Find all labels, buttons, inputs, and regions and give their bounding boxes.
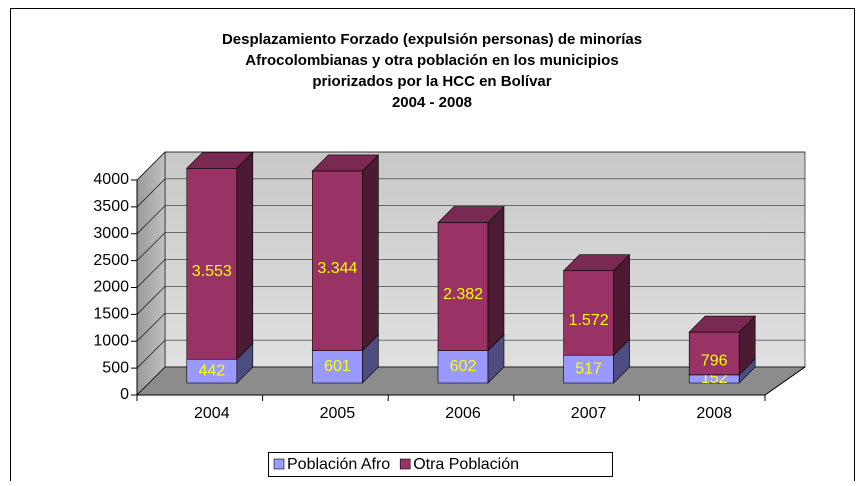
legend-swatch <box>273 458 285 470</box>
chart-title: Desplazamiento Forzado (expulsión person… <box>222 31 642 48</box>
value-label: 3.344 <box>317 260 357 277</box>
legend-label: Otra Población <box>413 456 519 473</box>
bar-top <box>437 206 505 223</box>
y-tick-label: 1500 <box>93 306 129 323</box>
legend-label: Población Afro <box>287 456 390 473</box>
chart-title: Afrocolombianas y otra población en los … <box>245 52 618 69</box>
bar-side <box>236 151 254 360</box>
bar <box>312 170 363 351</box>
y-tick-label: 3000 <box>93 225 129 242</box>
bar <box>312 350 363 384</box>
x-tick-label: 2007 <box>571 405 607 422</box>
y-tick-label: 1000 <box>93 332 129 349</box>
y-tick-label: 3500 <box>93 198 129 215</box>
legend-box <box>268 452 613 477</box>
x-tick-label: 2008 <box>696 405 732 422</box>
bar <box>563 270 614 356</box>
x-tick-label: 2005 <box>320 405 356 422</box>
value-label: 442 <box>198 362 225 379</box>
bar-top <box>311 154 380 172</box>
bar-side <box>613 253 630 356</box>
x-tick-label: 2006 <box>445 405 481 422</box>
value-label: 2.382 <box>443 286 483 303</box>
grid-line <box>136 178 805 208</box>
grid-line <box>136 151 805 181</box>
y-tick-label: 4000 <box>93 171 129 188</box>
bar-side <box>487 205 505 352</box>
bar <box>688 331 740 376</box>
y-tick-label: 2500 <box>93 252 129 269</box>
grid-line <box>136 232 805 261</box>
bar <box>437 350 489 384</box>
chart-title: 2004 - 2008 <box>392 94 472 111</box>
grid-line <box>136 205 805 234</box>
value-label: 517 <box>575 360 602 377</box>
x-tick-label: 2004 <box>194 405 230 422</box>
value-label: 1.572 <box>569 312 609 329</box>
bar <box>563 354 614 384</box>
value-label: 601 <box>324 358 351 375</box>
value-label: 602 <box>450 358 477 375</box>
y-tick-label: 2000 <box>93 279 129 296</box>
bar-top <box>186 151 254 169</box>
y-tick-label: 500 <box>102 359 129 376</box>
bar-top <box>688 315 756 333</box>
value-label: 796 <box>701 353 728 370</box>
x-axis-depth <box>764 366 806 396</box>
bar-side <box>362 154 379 352</box>
y-tick-label: 0 <box>120 386 129 403</box>
value-label: 3.553 <box>192 263 232 280</box>
bar-top <box>562 254 631 272</box>
legend-swatch <box>399 458 411 470</box>
chart-title: priorizados por la HCC en Bolívar <box>312 73 551 90</box>
